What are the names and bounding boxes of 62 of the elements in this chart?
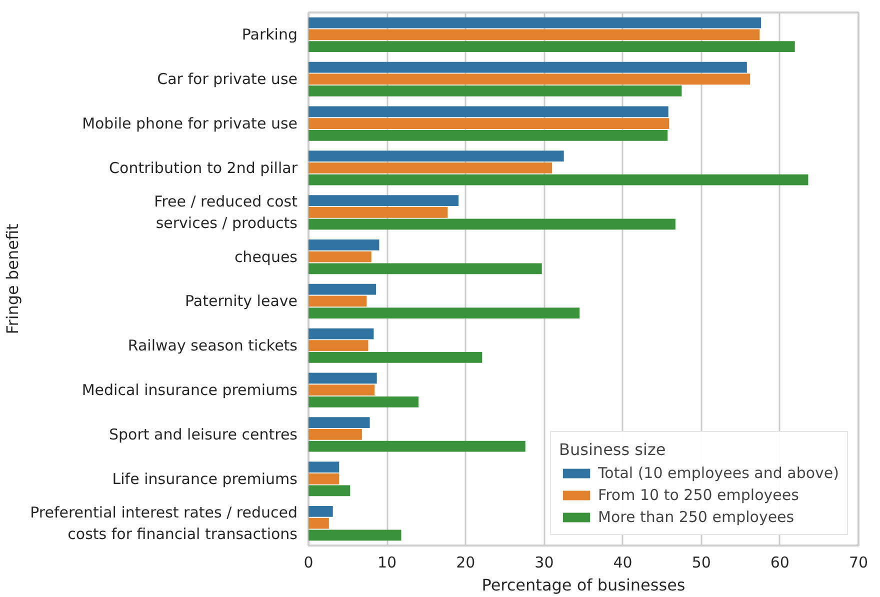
bar bbox=[308, 251, 372, 262]
x-tick-label: 0 bbox=[304, 554, 314, 572]
bar bbox=[308, 41, 795, 52]
legend-label: From 10 to 250 employees bbox=[598, 486, 799, 504]
bar bbox=[308, 352, 482, 363]
x-tick-label: 30 bbox=[534, 554, 554, 572]
bar bbox=[308, 86, 682, 96]
x-tick-label: 50 bbox=[692, 554, 711, 572]
bar bbox=[308, 518, 329, 529]
bar bbox=[308, 296, 367, 307]
bar bbox=[308, 396, 418, 408]
bar bbox=[308, 308, 580, 318]
x-axis-title: Percentage of businesses bbox=[482, 576, 686, 594]
bar bbox=[308, 284, 376, 295]
y-tick-label: Preferential interest rates / reduced costs for financial transactions bbox=[30, 503, 298, 544]
bar bbox=[308, 118, 670, 129]
x-tick-label: 20 bbox=[456, 554, 476, 572]
bar bbox=[308, 462, 340, 472]
x-tick-label: 40 bbox=[613, 554, 632, 572]
bar bbox=[308, 440, 526, 452]
bar bbox=[308, 372, 377, 384]
y-tick-label: Contribution to 2nd pillar bbox=[109, 158, 298, 177]
bar bbox=[308, 195, 459, 206]
bar bbox=[308, 263, 542, 274]
bar bbox=[308, 340, 368, 352]
bar bbox=[308, 174, 808, 186]
x-tick-label: 10 bbox=[378, 554, 397, 572]
y-tick-label: cheques bbox=[234, 248, 298, 266]
bar bbox=[308, 74, 750, 85]
y-tick-label: Mobile phone for private use bbox=[82, 114, 298, 133]
bar bbox=[308, 218, 676, 230]
y-tick-label: Sport and leisure centres bbox=[109, 425, 298, 444]
bar bbox=[308, 130, 668, 141]
bar bbox=[308, 328, 374, 340]
bar bbox=[308, 530, 402, 541]
y-tick-label: Railway season tickets bbox=[128, 336, 298, 355]
bar bbox=[308, 384, 374, 396]
bar bbox=[308, 429, 362, 440]
bar bbox=[308, 506, 333, 517]
y-tick-label: Life insurance premiums bbox=[112, 470, 298, 488]
y-tick-label: Free / reduced cost services / products bbox=[154, 192, 298, 232]
y-tick-label: Medical insurance premiums bbox=[82, 381, 298, 400]
x-tick-label: 60 bbox=[770, 554, 790, 572]
legend-label: More than 250 employees bbox=[598, 508, 794, 526]
bar bbox=[308, 29, 760, 40]
bar bbox=[308, 485, 350, 496]
bar bbox=[308, 240, 380, 250]
bar bbox=[308, 417, 370, 428]
bar bbox=[308, 62, 747, 73]
bar bbox=[308, 473, 340, 484]
x-tick-label: 70 bbox=[848, 554, 868, 572]
bar bbox=[308, 106, 668, 118]
y-tick-label: Car for private use bbox=[157, 70, 298, 88]
y-tick-label: Paternity leave bbox=[185, 292, 298, 310]
y-axis-title: Fringe benefit bbox=[3, 224, 22, 334]
y-tick-label: Parking bbox=[242, 26, 298, 44]
bar bbox=[308, 206, 448, 218]
bar bbox=[308, 17, 762, 28]
bar bbox=[308, 150, 564, 162]
legend-label: Total (10 employees and above) bbox=[598, 464, 839, 482]
legend-title: Business size bbox=[559, 440, 667, 459]
bar bbox=[308, 162, 552, 174]
